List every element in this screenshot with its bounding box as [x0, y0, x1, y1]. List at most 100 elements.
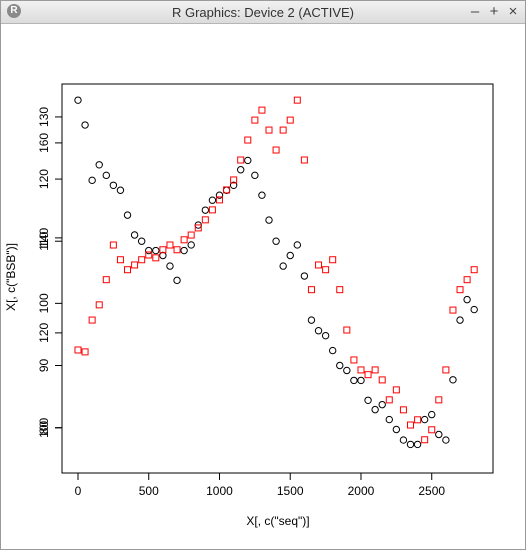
point — [329, 256, 337, 264]
point — [293, 96, 301, 104]
point — [272, 146, 280, 154]
x-tick-label: 500 — [139, 484, 159, 498]
y-tick-label: 110 — [37, 231, 51, 250]
point — [215, 191, 224, 199]
point — [364, 371, 372, 379]
point — [350, 356, 358, 364]
point — [74, 346, 82, 354]
point — [279, 126, 287, 134]
point — [364, 396, 372, 404]
x-tick-label: 2000 — [348, 484, 375, 498]
point — [378, 400, 386, 409]
point — [180, 246, 188, 255]
y-tick-label: 80 — [37, 421, 51, 435]
point — [237, 156, 245, 164]
point — [279, 262, 287, 270]
x-tick-label: 1000 — [206, 484, 233, 498]
y-tick-label: 100 — [37, 293, 51, 313]
app-icon: R — [7, 4, 21, 18]
point — [385, 396, 393, 404]
point — [244, 136, 252, 144]
point — [470, 266, 478, 274]
point — [463, 276, 471, 284]
point — [449, 376, 457, 384]
close-button[interactable]: × — [508, 3, 518, 20]
x-tick-label: 2500 — [418, 484, 445, 498]
point — [88, 316, 96, 324]
point — [322, 266, 330, 274]
point — [307, 316, 316, 324]
point — [223, 186, 231, 194]
point — [357, 376, 365, 385]
point — [145, 251, 153, 259]
point — [293, 241, 302, 249]
y-tick-label: 160 — [37, 133, 51, 153]
point — [414, 416, 422, 424]
x-axis-label: X[, c("seq")] — [246, 514, 309, 528]
maximize-button[interactable]: + — [489, 3, 499, 20]
point — [343, 326, 351, 334]
point — [378, 376, 386, 384]
point — [173, 276, 181, 285]
point — [258, 191, 266, 199]
point — [152, 246, 160, 255]
point — [286, 116, 294, 124]
point — [208, 196, 217, 204]
point — [357, 366, 365, 374]
y-axis-label: X[, c("BSB")] — [4, 243, 18, 311]
point — [102, 276, 110, 284]
x-tick-label: 1500 — [277, 484, 304, 498]
point — [116, 256, 124, 264]
y-tick-label: 100 — [37, 418, 51, 438]
point — [131, 261, 139, 269]
point — [123, 211, 132, 219]
point — [244, 156, 252, 165]
point — [208, 206, 216, 214]
point — [81, 348, 89, 356]
point — [109, 181, 118, 189]
point — [315, 261, 323, 269]
point — [109, 241, 117, 249]
point — [194, 224, 202, 232]
window-title: R Graphics: Device 2 (ACTIVE) — [171, 5, 355, 20]
minimize-button[interactable]: – — [470, 3, 480, 20]
point — [130, 231, 139, 239]
point — [88, 176, 96, 185]
point — [350, 376, 358, 385]
point — [95, 161, 103, 169]
point — [286, 251, 294, 260]
y-tick-label: 130 — [37, 107, 51, 127]
point — [321, 331, 330, 340]
point — [201, 206, 210, 214]
point — [137, 237, 146, 245]
point — [406, 440, 415, 449]
point — [102, 171, 110, 180]
chart: X[, c("seq")] X[, c("BSB")] 0 500 1000 1500… — [4, 83, 494, 528]
point — [399, 436, 408, 444]
point — [336, 361, 344, 370]
point — [124, 266, 132, 274]
point — [166, 241, 174, 249]
y-tick-label: 140 — [37, 228, 51, 248]
point — [300, 272, 309, 280]
point — [251, 116, 259, 124]
point — [420, 415, 429, 424]
point — [229, 181, 238, 189]
point — [407, 421, 415, 429]
point — [435, 430, 443, 439]
point — [152, 254, 160, 262]
point — [442, 436, 450, 444]
point — [166, 262, 174, 270]
point — [116, 186, 125, 194]
y-tick-label: 120 — [37, 323, 51, 343]
point — [336, 286, 344, 294]
point — [74, 96, 82, 104]
point — [399, 406, 407, 414]
point — [392, 425, 401, 434]
point — [95, 301, 103, 309]
point — [265, 216, 273, 224]
point — [145, 246, 153, 255]
point — [215, 196, 223, 204]
point — [442, 366, 450, 374]
